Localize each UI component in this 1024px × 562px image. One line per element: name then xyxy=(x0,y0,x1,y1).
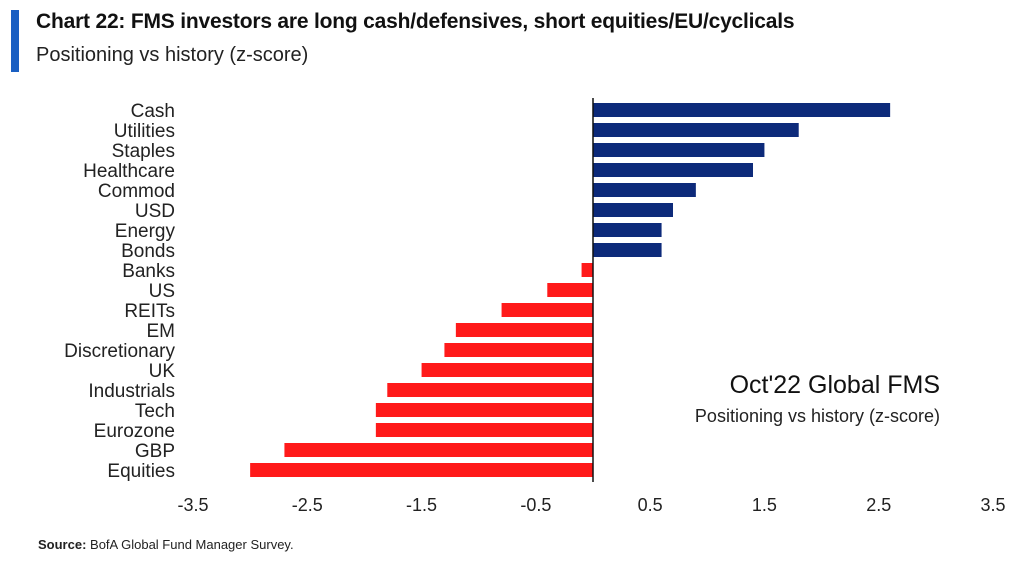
source-text: BofA Global Fund Manager Survey. xyxy=(90,537,294,552)
bar-reits xyxy=(501,303,593,317)
category-label: UK xyxy=(149,361,176,382)
bar-uk xyxy=(421,363,593,377)
category-label: Equities xyxy=(107,461,175,482)
category-label: EM xyxy=(147,321,176,342)
source-label: Source: xyxy=(38,537,87,552)
title-accent-bar xyxy=(11,10,19,72)
category-label: Energy xyxy=(115,221,176,242)
bar-eurozone xyxy=(375,423,593,437)
bar-energy xyxy=(593,223,662,237)
bar-em xyxy=(455,323,593,337)
category-label: Industrials xyxy=(88,381,175,402)
bar-us xyxy=(547,283,593,297)
bar-healthcare xyxy=(593,163,753,177)
category-label: Healthcare xyxy=(83,161,175,182)
source-note: Source: BofA Global Fund Manager Survey. xyxy=(38,537,294,552)
x-tick-labels: -3.5 -2.5 -1.5 -0.5 0.5 1.5 2.5 3.5 xyxy=(177,495,1005,515)
bar-commod xyxy=(593,183,696,197)
x-tick-label: 3.5 xyxy=(980,495,1005,515)
category-label: Bonds xyxy=(121,241,175,262)
category-label: Utilities xyxy=(114,121,175,142)
annotation-subtitle: Positioning vs history (z-score) xyxy=(695,406,940,426)
category-label: Banks xyxy=(122,261,175,282)
category-labels: CashUtilitiesStaplesHealthcareCommodUSDE… xyxy=(64,101,175,482)
bar-gbp xyxy=(284,443,593,457)
annotation-title: Oct'22 Global FMS xyxy=(730,371,940,399)
category-label: Staples xyxy=(112,141,175,162)
bar-discretionary xyxy=(444,343,593,357)
x-tick-label: 0.5 xyxy=(638,495,663,515)
bar-industrials xyxy=(387,383,593,397)
chart-subtitle: Positioning vs history (z-score) xyxy=(36,44,309,66)
category-label: Discretionary xyxy=(64,341,175,362)
x-tick-label: -3.5 xyxy=(177,495,208,515)
category-label: Commod xyxy=(98,181,175,202)
category-label: REITs xyxy=(124,301,175,322)
bar-banks xyxy=(581,263,593,277)
bars-group xyxy=(250,103,891,477)
bar-bonds xyxy=(593,243,662,257)
bar-chart: CashUtilitiesStaplesHealthcareCommodUSDE… xyxy=(64,98,1006,515)
x-tick-label: -2.5 xyxy=(292,495,323,515)
bar-equities xyxy=(250,463,593,477)
x-tick-label: 2.5 xyxy=(866,495,891,515)
category-label: Cash xyxy=(131,101,175,122)
bar-utilities xyxy=(593,123,799,137)
bar-staples xyxy=(593,143,765,157)
bar-tech xyxy=(375,403,593,417)
chart-title: Chart 22: FMS investors are long cash/de… xyxy=(36,10,795,33)
category-label: Eurozone xyxy=(94,421,175,442)
category-label: USD xyxy=(135,201,175,222)
category-label: GBP xyxy=(135,441,175,462)
bar-cash xyxy=(593,103,891,117)
category-label: US xyxy=(149,281,175,302)
x-tick-label: 1.5 xyxy=(752,495,777,515)
x-tick-label: -1.5 xyxy=(406,495,437,515)
x-tick-label: -0.5 xyxy=(520,495,551,515)
bar-usd xyxy=(593,203,673,217)
category-label: Tech xyxy=(135,401,175,422)
